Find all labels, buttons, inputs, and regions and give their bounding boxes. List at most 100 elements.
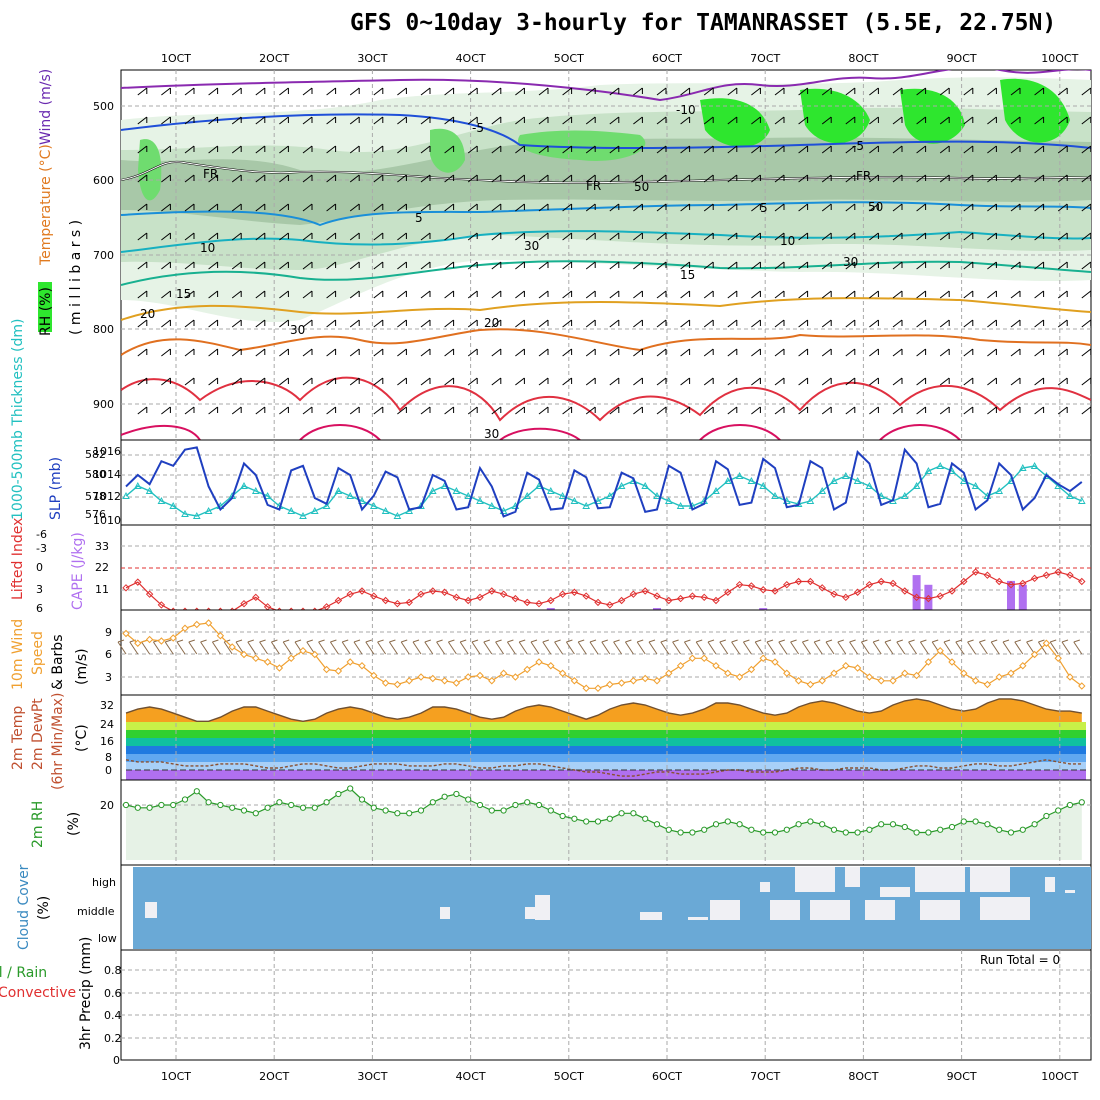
wind10-marker xyxy=(653,677,661,685)
wind10-marker xyxy=(122,629,130,638)
wind-barb xyxy=(491,116,502,125)
wind10-barb-flag xyxy=(117,639,125,643)
wind10-barb xyxy=(565,641,575,655)
contour-label: 30 xyxy=(524,239,539,253)
wind-barb xyxy=(420,203,431,212)
wind-barb xyxy=(231,232,242,241)
wind-barb xyxy=(515,203,525,212)
cloud-block xyxy=(440,907,450,919)
wind-barb xyxy=(161,203,171,212)
wind-barb xyxy=(609,348,620,357)
cloud-block xyxy=(845,867,860,887)
li-marker xyxy=(464,596,472,605)
li-marker xyxy=(971,568,980,576)
wind10-marker xyxy=(877,677,885,685)
wind-barb xyxy=(609,174,620,183)
wind-barb xyxy=(420,116,431,125)
rh2m-marker xyxy=(854,829,861,836)
wind10-barb-flag xyxy=(1073,639,1080,643)
wind-barb xyxy=(255,290,266,299)
wind-barb xyxy=(798,261,808,270)
wind10-barb xyxy=(306,641,316,655)
wind10-marker xyxy=(771,658,779,666)
wind-barb xyxy=(326,319,336,328)
thickness-marker xyxy=(912,481,921,489)
wind-barb xyxy=(302,174,313,183)
wind-barb xyxy=(727,319,738,328)
wind-barb xyxy=(373,145,384,154)
wind-barb xyxy=(538,290,549,299)
wind-barb xyxy=(1081,377,1092,386)
thickness-marker xyxy=(971,481,980,489)
wind-barb xyxy=(703,203,714,212)
wind-barb xyxy=(916,348,926,357)
wind-barb xyxy=(633,174,643,183)
wind-barb xyxy=(939,290,950,299)
wind10-barb xyxy=(1037,641,1047,655)
cape-bar xyxy=(924,584,933,610)
contour-label: 20 xyxy=(484,316,499,330)
li-marker xyxy=(901,587,909,595)
thickness-marker xyxy=(818,486,827,494)
wind-barb xyxy=(1057,87,1068,96)
wind-barb xyxy=(987,290,997,299)
ytick: 1016 xyxy=(93,445,121,458)
thickness-marker xyxy=(334,486,343,494)
wind10-barb-flag xyxy=(672,639,679,643)
ytick: 20 xyxy=(100,799,114,812)
wind10-barb-flag xyxy=(247,639,254,643)
wind10-barb-flag xyxy=(566,639,573,643)
cape-bar xyxy=(1018,584,1027,610)
wind10-marker xyxy=(794,677,803,685)
wind-barb xyxy=(349,145,360,154)
wind-barb xyxy=(892,348,903,357)
wind-barb xyxy=(680,203,690,212)
wind-barb xyxy=(420,87,431,96)
contour-label: 5 xyxy=(760,201,768,215)
wind-barb xyxy=(774,116,785,125)
rh2m-marker xyxy=(465,796,472,803)
wind-barb xyxy=(208,232,218,241)
wind-barb xyxy=(562,348,572,357)
date-label: 6OCT xyxy=(652,52,682,65)
wind-barb xyxy=(562,174,572,183)
wind-barb xyxy=(845,203,856,212)
wind-barb xyxy=(279,261,289,270)
wind-barb xyxy=(137,348,148,357)
wind-barb xyxy=(916,406,926,415)
wind-barb xyxy=(491,406,502,415)
wind-barb xyxy=(727,174,738,183)
wind-barb xyxy=(633,145,643,154)
li-marker xyxy=(157,601,166,609)
ytick: 582 xyxy=(85,448,106,461)
wind-barb xyxy=(184,319,195,328)
wind-barb xyxy=(302,203,313,212)
wind10-barb-flag xyxy=(424,639,431,643)
wind-barb xyxy=(798,348,808,357)
wind10-marker xyxy=(429,674,437,683)
wind10-barb-flag xyxy=(495,639,502,643)
wind10-marker xyxy=(582,684,590,692)
li-marker xyxy=(912,593,921,602)
date-label: 7OCT xyxy=(750,52,780,65)
wind10-barb-flag xyxy=(589,639,597,643)
wind10-barb xyxy=(908,641,918,655)
wind-barb xyxy=(774,87,785,96)
contour-labels: -10 -5 -5 FR FR FR 5 5 10 10 15 15 20 20… xyxy=(140,103,883,441)
date-label: 9OCT xyxy=(947,52,977,65)
wind-barb xyxy=(397,348,407,357)
wind-barb xyxy=(939,406,950,415)
wind-barb xyxy=(515,87,525,96)
wind-barb xyxy=(633,87,643,96)
wind-barb xyxy=(774,174,785,183)
wind-barb xyxy=(727,116,738,125)
wind10-barb xyxy=(1061,641,1071,655)
li-marker xyxy=(145,590,154,598)
thickness-series xyxy=(125,465,1083,517)
wind10-marker xyxy=(1019,662,1027,670)
li-marker xyxy=(381,596,390,605)
wind10-barb xyxy=(990,641,1000,655)
temp2m-series xyxy=(125,698,1082,723)
li-marker xyxy=(794,577,803,586)
rh2m-marker xyxy=(288,801,295,809)
